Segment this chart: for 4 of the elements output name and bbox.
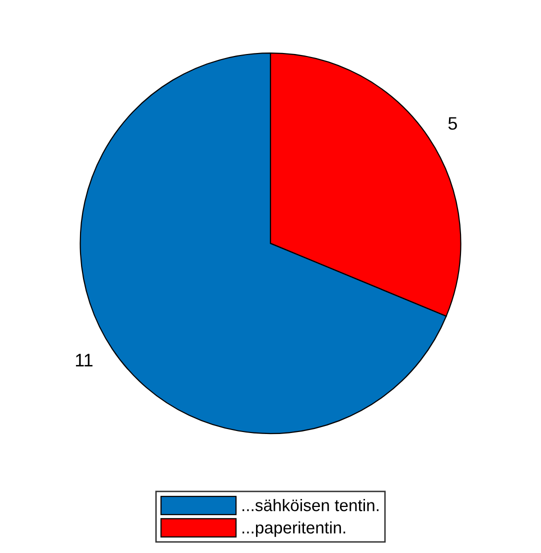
data-label: 11 xyxy=(76,354,92,366)
data-label: 5 xyxy=(448,117,457,130)
legend-label: ...sähköisen tentin. xyxy=(242,498,378,512)
legend-label: ...paperitentin. xyxy=(242,521,346,537)
